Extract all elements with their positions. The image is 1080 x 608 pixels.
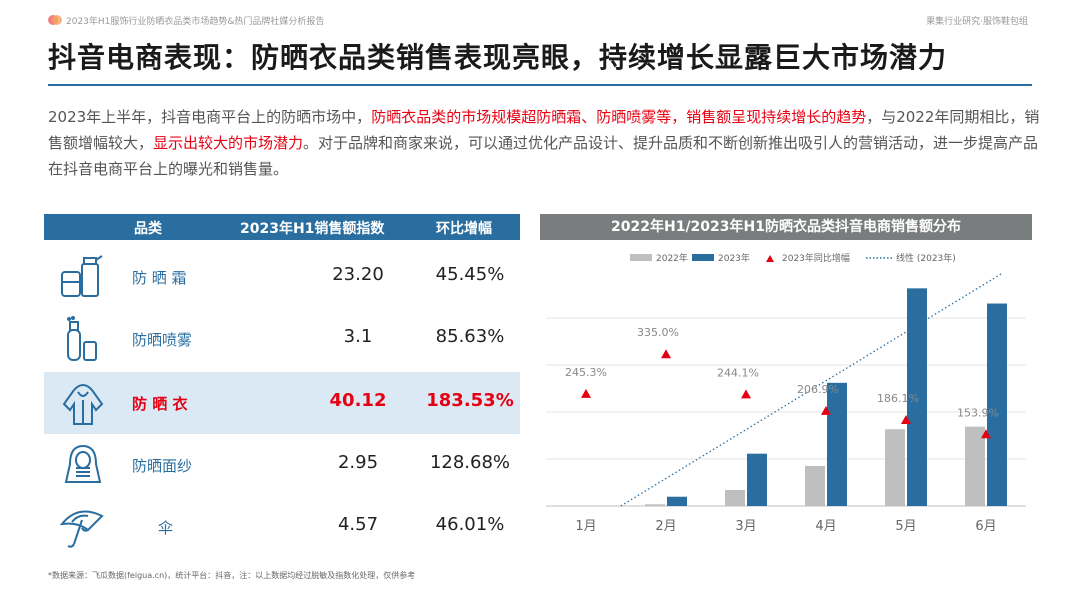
bar-2022-5 xyxy=(885,429,905,506)
yoy-label-1: 245.3% xyxy=(565,366,607,379)
category-label: 防 晒 衣 xyxy=(132,395,188,413)
x-tick-label-2: 2月 xyxy=(655,519,676,534)
category-label: 防 晒 霜 xyxy=(132,269,187,287)
growth-value: 183.53% xyxy=(426,390,514,411)
sales-index-value: 23.20 xyxy=(332,264,384,285)
bar-2022-6 xyxy=(965,426,985,506)
chart-title: 2022年H1/2023年H1防晒衣品类抖音电商销售额分布 xyxy=(540,214,1032,240)
category-label: 伞 xyxy=(158,519,174,537)
sales-index-value: 40.12 xyxy=(329,390,387,411)
yoy-marker-1 xyxy=(581,388,591,398)
umbrella-icon xyxy=(59,510,104,548)
sales-index-value: 3.1 xyxy=(343,326,373,347)
table-row: 防晒面纱 2.95 128.68% xyxy=(44,434,520,496)
sun-veil-icon xyxy=(64,444,102,483)
report-title: 2023年H1服饰行业防晒衣品类市场趋势&热门品牌社媒分析报告 xyxy=(66,17,325,27)
org-label: 果集行业研究·服饰鞋包组 xyxy=(926,17,1028,27)
bar-2022-4 xyxy=(805,465,825,506)
col-header-category: 品类 xyxy=(134,221,162,237)
yoy-label-2: 335.0% xyxy=(637,326,679,339)
category-label: 防晒喷雾 xyxy=(132,331,193,349)
category-label: 防晒面纱 xyxy=(132,457,193,475)
yoy-marker-4 xyxy=(821,405,831,415)
chart-bars xyxy=(645,288,1007,506)
chart-x-labels: 1月 2月 3月 4月 5月 6月 xyxy=(575,519,996,534)
intro-text-2: ，与2022年同期相比，销售额增幅较大， xyxy=(48,108,1040,152)
legend-marker-yoy xyxy=(766,255,774,262)
bar-chart: 2022年 2023年 2023年同比增幅 线性 (2023年) 245.3% 335.… xyxy=(546,252,1026,534)
legend-label-yoy: 2023年同比增幅 xyxy=(782,252,850,264)
chart-grid xyxy=(546,317,1026,507)
bar-2023-2 xyxy=(667,496,687,506)
col-header-sales-index: 2023年H1销售额指数 xyxy=(240,221,385,237)
table-row-highlighted: 防 晒 衣 40.12 183.53% xyxy=(44,372,520,434)
yoy-marker-3 xyxy=(741,389,751,399)
legend-label-trend: 线性 (2023年) xyxy=(896,252,956,264)
sunscreen-spray-icon xyxy=(67,316,97,361)
yoy-label-4: 206.9% xyxy=(797,383,839,396)
table-row: 防晒喷雾 3.1 85.63% xyxy=(44,308,520,370)
intro-highlight-2: 显示出较大的市场潜力 xyxy=(153,134,304,152)
yoy-marker-2 xyxy=(661,349,671,359)
table-row: 防 晒 霜 23.20 45.45% xyxy=(44,246,520,308)
bar-2023-4 xyxy=(827,382,847,506)
sun-protective-clothing-icon xyxy=(62,384,104,425)
footnote: *数据来源：飞瓜数据(feigua.cn)，统计平台：抖音，注：以上数据均经过脱… xyxy=(48,571,416,580)
table-header: 品类 2023年H1销售额指数 环比增幅 xyxy=(44,214,520,240)
col-header-growth: 环比增幅 xyxy=(436,221,492,237)
x-tick-label-4: 4月 xyxy=(815,519,836,534)
chart-trendline xyxy=(620,272,1003,507)
sales-index-value: 4.57 xyxy=(337,514,379,535)
bar-2022-2 xyxy=(645,504,665,506)
chart-growth-markers: 245.3% 335.0% 244.1% 206.9% 186.1% 153.9% xyxy=(565,326,999,439)
brand-logo-icon xyxy=(48,15,62,25)
intro-text-3: 。对于品牌和商家来说，可以通过优化产品设计、提升品质和不断创新推出吸引人的营销活… xyxy=(48,134,1039,178)
sales-index-value: 2.95 xyxy=(337,452,379,473)
yoy-label-5: 186.1% xyxy=(877,392,919,405)
yoy-label-3: 244.1% xyxy=(717,366,759,379)
intro-highlight-1: 防晒衣品类的市场规模超防晒霜、防晒喷雾等，销售额呈现持续增长的趋势 xyxy=(371,108,867,126)
trendline-2023 xyxy=(620,272,1003,507)
growth-value: 128.68% xyxy=(429,452,511,473)
chart-legend: 2022年 2023年 2023年同比增幅 线性 (2023年) xyxy=(630,252,956,264)
x-tick-label-1: 1月 xyxy=(575,519,596,534)
intro-text-1: 2023年上半年，抖音电商平台上的防晒市场中， xyxy=(48,108,372,126)
yoy-label-6: 153.9% xyxy=(957,406,999,419)
bar-2023-6 xyxy=(987,303,1007,506)
bar-2022-3 xyxy=(725,489,745,506)
title-divider xyxy=(48,84,1032,86)
x-tick-label-3: 3月 xyxy=(735,519,756,534)
top-bar: 2023年H1服饰行业防晒衣品类市场趋势&热门品牌社媒分析报告 果集行业研究·服… xyxy=(0,0,1080,40)
bar-2023-5 xyxy=(907,288,927,506)
legend-label-2022: 2022年 xyxy=(656,252,688,264)
page-title: 抖音电商表现：防晒衣品类销售表现亮眼，持续增长显露巨大市场潜力 xyxy=(48,41,948,74)
legend-swatch-2023 xyxy=(692,254,714,261)
legend-label-2023: 2023年 xyxy=(718,252,750,264)
intro-paragraph: 2023年上半年，抖音电商平台上的防晒市场中，防晒衣品类的市场规模超防晒霜、防晒… xyxy=(48,104,1046,182)
yoy-marker-5 xyxy=(901,415,911,425)
sunscreen-cream-icon xyxy=(61,255,103,297)
growth-value: 45.45% xyxy=(435,264,505,285)
bar-2023-3 xyxy=(747,453,767,506)
x-tick-label-6: 6月 xyxy=(975,519,996,534)
table-row: 伞 4.57 46.01% xyxy=(44,496,520,558)
yoy-marker-6 xyxy=(981,429,991,439)
legend-swatch-2022 xyxy=(630,254,652,261)
growth-value: 46.01% xyxy=(435,514,505,535)
growth-value: 85.63% xyxy=(435,326,505,347)
x-tick-label-5: 5月 xyxy=(895,519,916,534)
